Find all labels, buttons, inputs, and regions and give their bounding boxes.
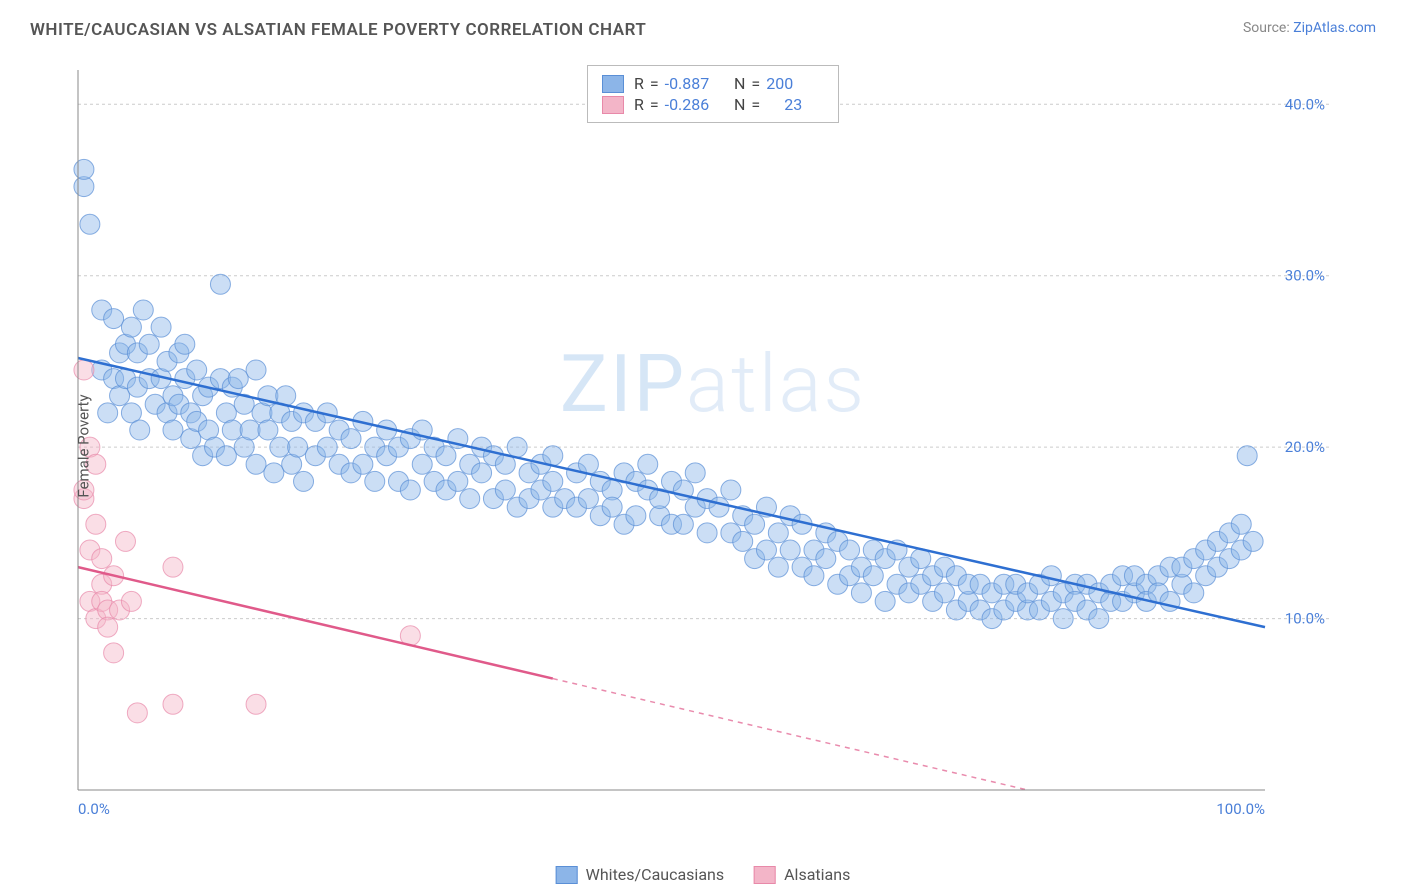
legend-item-2: Alsatians [754, 865, 850, 884]
legend-swatch-1 [556, 866, 578, 884]
n-value-2: 23 [766, 95, 802, 114]
source-credit: Source: ZipAtlas.com [1243, 20, 1376, 36]
stats-row-2: R=-0.286 N=23 [602, 95, 824, 114]
stats-row-1: R=-0.887 N=200 [602, 74, 824, 93]
swatch-series-2 [602, 96, 624, 114]
svg-text:20.0%: 20.0% [1285, 438, 1325, 456]
svg-text:100.0%: 100.0% [1216, 800, 1265, 818]
y-axis-label: Female Poverty [75, 394, 93, 497]
r-value-1: -0.887 [665, 74, 710, 93]
chart-area: Female Poverty ZIPatlas 10.0%20.0%30.0%4… [50, 60, 1376, 832]
scatter-chart: 10.0% 20.0% 30.0% 40.0% 0.0% 100.0% [50, 60, 1330, 820]
svg-text:10.0%: 10.0% [1285, 610, 1325, 628]
stats-legend: R=-0.887 N=200 R=-0.286 N=23 [587, 65, 839, 123]
legend-item-1: Whites/Caucasians [556, 865, 724, 884]
series-legend: Whites/Caucasians Alsatians [556, 865, 851, 884]
legend-label-1: Whites/Caucasians [586, 865, 724, 884]
legend-label-2: Alsatians [784, 865, 850, 884]
source-link[interactable]: ZipAtlas.com [1293, 20, 1376, 36]
legend-swatch-2 [754, 866, 776, 884]
svg-text:0.0%: 0.0% [78, 800, 110, 818]
svg-text:30.0%: 30.0% [1285, 267, 1325, 285]
n-value-1: 200 [766, 74, 793, 93]
source-label: Source: [1243, 20, 1290, 36]
swatch-series-1 [602, 75, 624, 93]
svg-text:40.0%: 40.0% [1285, 95, 1325, 113]
chart-title: WHITE/CAUCASIAN VS ALSATIAN FEMALE POVER… [30, 20, 646, 40]
r-value-2: -0.286 [665, 95, 710, 114]
header-row: WHITE/CAUCASIAN VS ALSATIAN FEMALE POVER… [0, 0, 1406, 50]
